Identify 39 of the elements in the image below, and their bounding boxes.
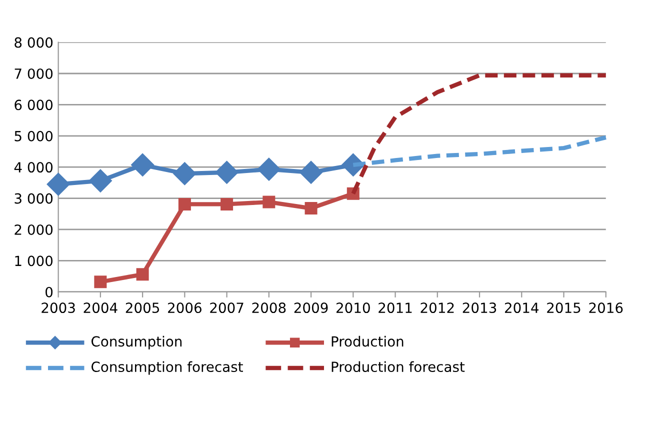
x-tick-label: 2011 [378, 302, 412, 314]
y-tick-label: 3 000 [14, 193, 53, 204]
point [215, 160, 238, 184]
y-tick-label: 7 000 [14, 68, 53, 79]
point [131, 153, 154, 176]
y-tick-label: 2 000 [14, 224, 53, 235]
y-tick-label: 5 000 [14, 130, 53, 142]
point [300, 160, 323, 184]
x-tick-label: 2008 [252, 302, 286, 314]
x-tick-label: 2014 [504, 302, 539, 314]
point [94, 276, 107, 288]
x-tick-label: 2016 [589, 302, 623, 314]
legend-label: Consumption [92, 336, 182, 350]
y-tick-label: 8 000 [14, 37, 53, 48]
x-tick-label: 2003 [42, 302, 75, 314]
point [262, 196, 276, 208]
y-tick-label: 1 000 [15, 256, 53, 266]
y-tick-label: 0 [46, 286, 53, 298]
y-tick-label: 6 000 [14, 100, 53, 110]
point [178, 198, 191, 210]
point [173, 162, 196, 186]
x-tick-label: 2010 [336, 302, 370, 314]
x-tick-label: 2004 [84, 302, 118, 314]
point [304, 202, 318, 215]
x-tick-label: 2013 [462, 302, 496, 314]
point [220, 198, 234, 210]
x-tick-label: 2015 [547, 302, 580, 314]
legend-label: Production [332, 336, 404, 347]
point [257, 158, 280, 181]
x-tick-label: 2012 [420, 302, 454, 314]
x-tick-label: 2007 [210, 302, 244, 314]
x-tick-label: 2006 [168, 302, 202, 314]
y-tick-label: 4 000 [14, 162, 53, 173]
x-tick-label: 2005 [126, 302, 160, 314]
legend-label: Production forecast [332, 361, 465, 372]
point [136, 268, 149, 281]
x-tick-label: 2009 [294, 302, 328, 314]
legend-label: Consumption forecast [92, 361, 243, 375]
point [88, 169, 112, 192]
